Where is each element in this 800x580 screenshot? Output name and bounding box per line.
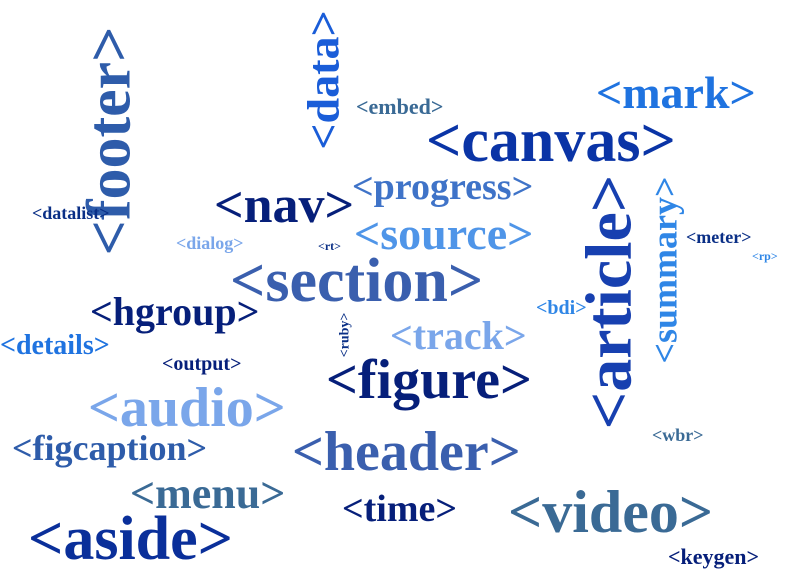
word-track: <track> [390, 313, 527, 358]
word-rp: <rp> [752, 249, 778, 263]
word-output: <output> [162, 353, 242, 375]
word-wbr: <wbr> [652, 425, 704, 445]
word-summary: <summary> [644, 175, 685, 364]
word-time: <time> [342, 488, 458, 530]
word-aside: <aside> [28, 505, 234, 573]
word-video: <video> [508, 479, 714, 545]
word-hgroup: <hgroup> [90, 289, 260, 334]
word-dialog: <dialog> [176, 233, 244, 253]
word-audio: <audio> [88, 377, 286, 439]
word-details: <details> [0, 330, 110, 361]
word-canvas: <canvas> [426, 107, 676, 175]
word-header: <header> [292, 421, 521, 483]
word-progress: <progress> [352, 166, 534, 208]
word-mark: <mark> [596, 67, 756, 118]
word-nav: <nav> [214, 177, 355, 234]
word-figure: <figure> [326, 349, 532, 411]
word-section: <section> [230, 247, 484, 315]
word-meter: <meter> [686, 227, 752, 247]
word-datalist: <datalist> [32, 203, 110, 223]
word-menu: <menu> [130, 469, 286, 518]
word-source: <source> [354, 208, 534, 259]
word-rt: <rt> [318, 239, 341, 253]
word-figcaption: <figcaption> [12, 428, 208, 468]
word-embed: <embed> [356, 94, 444, 119]
word-keygen: <keygen> [668, 544, 760, 569]
word-bdi: <bdi> [536, 297, 587, 319]
word-data: <data> [297, 9, 349, 150]
